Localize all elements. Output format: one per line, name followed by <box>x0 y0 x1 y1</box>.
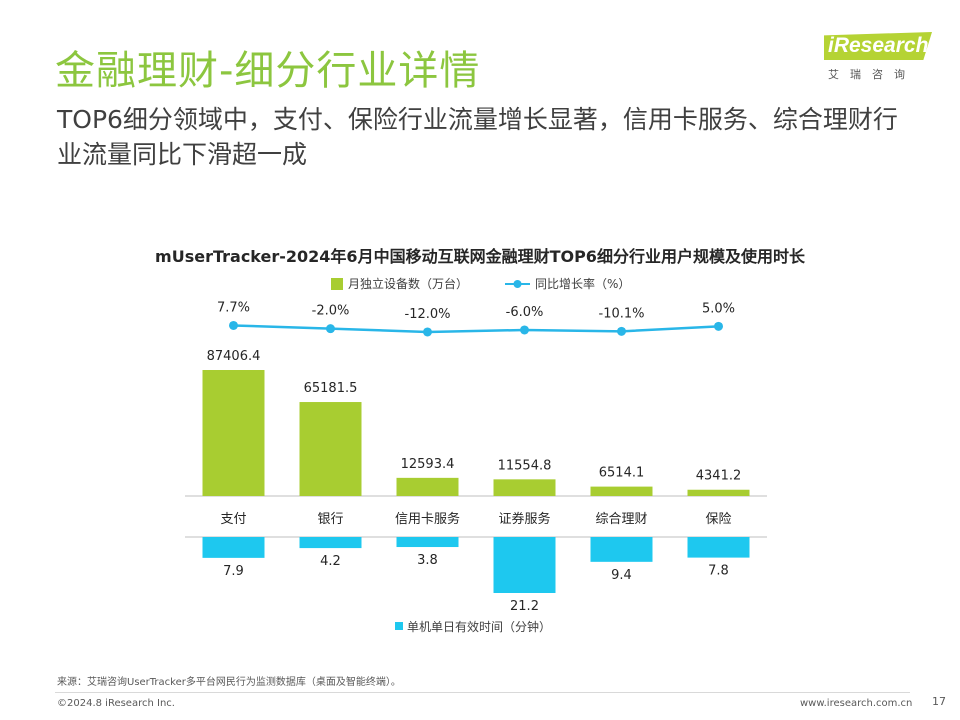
logo-tagline: 艾瑞咨询 <box>828 68 916 81</box>
users-data-label: 6514.1 <box>599 466 645 481</box>
users-data-label: 12593.4 <box>401 457 455 472</box>
source-note: 来源：艾瑞咨询UserTracker多平台网民行为监测数据库（桌面及智能终端）。 <box>57 677 401 688</box>
page-subtitle: TOP6细分领域中，支付、保险行业流量增长显著，信用卡服务、综合理财行业流量同比… <box>57 105 898 169</box>
page-number: 17 <box>932 695 946 708</box>
category-label: 证券服务 <box>498 511 550 527</box>
growth-point <box>617 326 626 336</box>
category-label: 支付 <box>220 512 246 527</box>
category-label: 保险 <box>705 512 731 527</box>
users-data-label: 65181.5 <box>304 381 358 396</box>
category-label: 综合理财 <box>595 512 647 527</box>
users-bar <box>493 479 556 496</box>
time-bar <box>202 537 265 558</box>
legend-time-swatch <box>395 622 403 630</box>
growth-point <box>423 327 432 337</box>
users-data-label: 11554.8 <box>498 458 552 473</box>
users-data-label: 87406.4 <box>207 349 261 364</box>
time-data-label: 9.4 <box>611 568 632 583</box>
growth-point <box>520 325 529 335</box>
users-bar <box>687 489 750 496</box>
users-bar <box>202 370 265 496</box>
website-link[interactable]: www.iresearch.com.cn <box>800 698 913 709</box>
copyright: ©2024.8 iResearch Inc. <box>57 698 175 709</box>
growth-line <box>233 324 719 334</box>
growth-point <box>229 320 238 330</box>
category-label: 信用卡服务 <box>395 511 460 527</box>
footer-divider <box>55 692 910 693</box>
time-bar <box>493 537 556 593</box>
time-bar <box>396 537 459 548</box>
chart-title: mUserTracker-2024年6月中国移动互联网金融理财TOP6细分行业用… <box>155 247 806 266</box>
legend-users-swatch <box>331 278 343 290</box>
legend-growth-marker <box>513 280 522 288</box>
users-bar <box>590 486 653 496</box>
growth-point <box>326 324 335 334</box>
logo-text: iResearch <box>828 34 929 57</box>
growth-point <box>714 321 723 331</box>
growth-data-label: -6.0% <box>506 305 544 320</box>
users-bar <box>396 477 459 496</box>
time-bar <box>687 537 750 558</box>
logo-badge <box>824 32 932 60</box>
growth-data-label: -2.0% <box>312 304 350 319</box>
time-data-label: 7.8 <box>708 564 729 579</box>
time-data-label: 21.2 <box>510 599 539 614</box>
time-data-label: 4.2 <box>320 554 341 569</box>
time-data-label: 7.9 <box>223 564 244 579</box>
growth-data-label: 5.0% <box>702 301 735 316</box>
iresearch-logo: iResearch 艾瑞咨询 <box>820 32 935 84</box>
growth-data-label: -10.1% <box>599 306 645 321</box>
time-bar <box>299 537 362 549</box>
legend-users-label: 月独立设备数（万台） <box>348 276 468 291</box>
legend-growth-label: 同比增长率（%） <box>535 276 630 291</box>
category-label: 银行 <box>317 512 343 527</box>
time-data-label: 3.8 <box>417 553 438 568</box>
growth-data-label: 7.7% <box>217 300 250 315</box>
page-title: 金融理财-细分行业详情 <box>55 48 481 94</box>
users-data-label: 4341.2 <box>696 469 742 484</box>
time-bar <box>590 537 653 562</box>
users-bar <box>299 402 362 496</box>
legend-time-label: 单机单日有效时间（分钟） <box>407 619 551 634</box>
growth-data-label: -12.0% <box>405 307 451 322</box>
